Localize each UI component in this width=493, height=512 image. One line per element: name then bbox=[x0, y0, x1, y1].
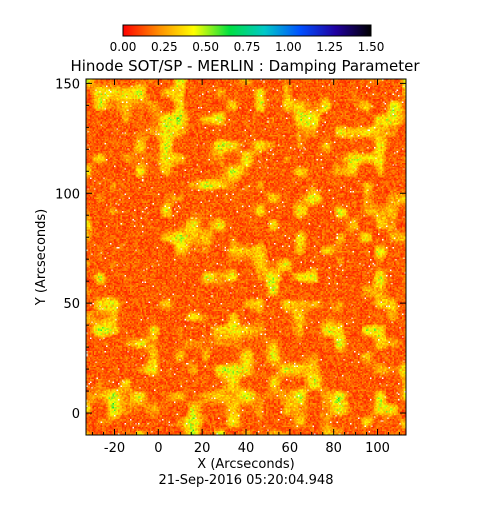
heatmap-area bbox=[85, 78, 407, 436]
colorbar-tick-label: 0.25 bbox=[151, 40, 178, 54]
colorbar-tick-label: 0.50 bbox=[192, 40, 219, 54]
chart-title: Hinode SOT/SP - MERLIN : Damping Paramet… bbox=[70, 57, 420, 75]
colorbar-tick-label: 0.75 bbox=[234, 40, 261, 54]
heatmap-image bbox=[86, 79, 406, 435]
x-tick-label: -20 bbox=[104, 441, 125, 456]
colorbar-tick-labels: 0.00 0.25 0.50 0.75 1.00 1.25 1.50 bbox=[110, 40, 385, 54]
y-tick-label: 150 bbox=[55, 77, 80, 92]
x-axis-label: X (Arcseconds) bbox=[197, 457, 294, 472]
x-tick-label: 80 bbox=[325, 441, 342, 456]
y-axis-label: Y (Arcseconds) bbox=[34, 209, 49, 306]
x-tick-label: 40 bbox=[238, 441, 255, 456]
x-tick-label: 60 bbox=[282, 441, 299, 456]
x-tick-label: 0 bbox=[154, 441, 162, 456]
colorbar-tick-label: 1.25 bbox=[316, 40, 343, 54]
y-axis: 0 50 100 150 bbox=[55, 77, 406, 436]
x-tick-label: 20 bbox=[194, 441, 211, 456]
colorbar bbox=[122, 24, 372, 37]
y-tick-label: 0 bbox=[72, 407, 80, 422]
y-tick-label: 100 bbox=[55, 187, 80, 202]
colorbar-tick-label: 1.00 bbox=[275, 40, 302, 54]
y-tick-label: 50 bbox=[63, 297, 80, 312]
x-tick-label: 100 bbox=[365, 441, 390, 456]
colorbar-tick-label: 0.00 bbox=[110, 40, 137, 54]
colorbar-tick-label: 1.50 bbox=[358, 40, 385, 54]
x-axis: -20 0 20 40 60 80 100 bbox=[92, 79, 400, 456]
timestamp: 21-Sep-2016 05:20:04.948 bbox=[159, 473, 334, 488]
